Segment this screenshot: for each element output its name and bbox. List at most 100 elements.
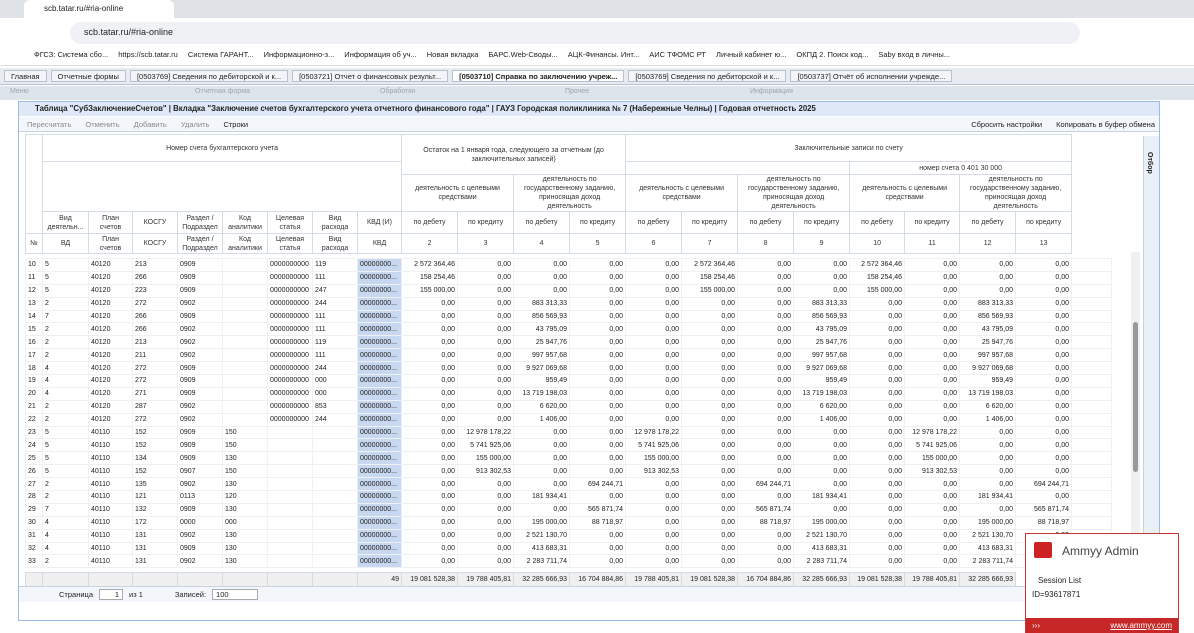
table-row[interactable]: 21 2 40120 287 0902 0000000000 853 00000000... 0… <box>25 399 1112 414</box>
table-cell: 0,00 <box>457 502 514 517</box>
table-cell: 0,00 <box>401 374 458 388</box>
app-tab[interactable]: [0503769] Сведения по дебиторской и к... <box>628 70 787 82</box>
bookmark[interactable]: Saby вход в личны... <box>878 50 950 59</box>
bookmark[interactable]: https://scb.tatar.ru <box>118 50 178 59</box>
bookmark[interactable]: АИС ТФОМС РТ <box>649 50 707 59</box>
table-row[interactable]: 31 4 40110 131 0902 130 00000000... 0,00 0,00 2 5… <box>25 528 1112 543</box>
table-cell: 0,00 <box>904 554 960 569</box>
header-cell: 4 <box>513 233 571 254</box>
header-cell: по дебету <box>737 211 795 234</box>
table-cell: 00000000... <box>357 361 402 376</box>
app-tab[interactable]: [0503710] Справка по заключению учреж... <box>452 70 625 82</box>
table-cell: 4 <box>42 386 89 401</box>
table-row[interactable]: 19 4 40120 272 0909 0000000000 000 00000000... 0… <box>25 374 1112 388</box>
table-row[interactable]: 22 2 40120 272 0902 0000000000 244 00000000... 0… <box>25 412 1112 427</box>
bookmark[interactable]: Информационно-з... <box>263 50 335 59</box>
table-row[interactable]: 17 2 40120 211 0902 0000000000 111 00000000... 0… <box>25 348 1112 363</box>
table-cell: 13 <box>25 296 43 311</box>
table-row[interactable]: 16 2 40120 213 0902 0000000000 119 00000000... 0… <box>25 335 1112 350</box>
table-cell: 0,00 <box>849 541 905 556</box>
table-row[interactable]: 14 7 40120 266 0909 0000000000 111 00000000... 0… <box>25 309 1112 324</box>
table-row[interactable]: 26 5 40110 152 0907 150 00000000... 0,00 913 302… <box>25 464 1112 479</box>
table-cell: 1 406,00 <box>793 412 850 427</box>
bookmark[interactable]: БАРС.Web-Своды... <box>488 50 558 59</box>
table-cell: 0000000000 <box>267 348 313 363</box>
session-list[interactable]: Session List <box>1038 576 1082 585</box>
table-row[interactable]: 20 4 40120 271 0909 0000000000 000 00000000... 0… <box>25 386 1112 401</box>
table-row[interactable]: 12 5 40120 223 0909 0000000000 247 00000000... 1… <box>25 283 1112 298</box>
bookmark[interactable]: АЦК-Финансы. Инт... <box>567 50 640 59</box>
table-cell: 111 <box>312 322 358 337</box>
table-cell: 88 718,97 <box>1015 515 1072 530</box>
bookmark[interactable]: Информация об уч... <box>344 50 417 59</box>
app-tab[interactable]: [0503737] Отчёт об исполнении учрежде... <box>790 70 953 82</box>
app-tab[interactable]: Отчетные формы <box>50 70 126 82</box>
table-cell: 0,00 <box>625 528 682 543</box>
table-row[interactable]: 23 5 40110 152 0909 150 00000000... 0,00 12 978 … <box>25 425 1112 440</box>
table-cell <box>312 502 358 517</box>
table-row[interactable]: 27 2 40110 135 0902 130 00000000... 0,00 0,00 0,0… <box>25 477 1112 492</box>
browser-tab[interactable]: scb.tatar.ru/#ria-online <box>24 0 174 18</box>
bookmark[interactable]: Система ГАРАНТ... <box>187 50 254 59</box>
table-row[interactable]: 11 5 40120 266 0909 0000000000 111 00000000... 1… <box>25 270 1112 285</box>
table-row[interactable]: 33 2 40110 131 0902 130 00000000... 0,00 0,00 2 2… <box>25 554 1112 569</box>
table-cell <box>312 451 358 466</box>
toolbar-button[interactable]: Пересчитать <box>27 120 72 129</box>
menu-item[interactable]: Информация <box>750 88 793 95</box>
table-cell: 959,49 <box>793 374 850 388</box>
table-cell: 40120 <box>88 258 133 272</box>
menu-item[interactable]: Прочее <box>565 88 590 95</box>
address-bar[interactable]: scb.tatar.ru/#ria-online <box>70 22 1080 44</box>
table-cell: 0,00 <box>569 283 626 298</box>
table-cell: 0,00 <box>569 528 626 543</box>
table-row[interactable]: 18 4 40120 272 0909 0000000000 244 00000000... 0… <box>25 361 1112 376</box>
bookmark[interactable]: Новая вкладка <box>426 50 479 59</box>
toolbar-button[interactable]: Добавить <box>133 120 167 129</box>
scroll-thumb[interactable] <box>1133 322 1138 472</box>
header-row: номер счета 0 401 30 000 <box>26 161 1112 212</box>
page-input[interactable]: 1 <box>99 589 123 600</box>
table-cell: 23 <box>25 425 43 440</box>
bookmark[interactable]: ОКПД 2. Поиск код... <box>796 50 869 59</box>
toolbar-button[interactable]: Удалить <box>180 120 210 129</box>
table-row[interactable]: 29 7 40110 132 0909 130 00000000... 0,00 0,00 0,0… <box>25 502 1112 517</box>
table-row[interactable]: 28 2 40110 121 0113 120 00000000... 0,00 0,00 181… <box>25 490 1112 504</box>
toolbar-button[interactable]: Строки <box>223 120 249 129</box>
table-cell: 32 <box>25 541 43 556</box>
menu-item[interactable]: Обработки <box>380 88 416 95</box>
table-cell: 0909 <box>177 502 223 517</box>
table-cell: 0,00 <box>904 322 960 337</box>
table-row[interactable]: 25 5 40110 134 0909 130 00000000... 0,00 155 000… <box>25 451 1112 466</box>
table-row[interactable]: 30 4 40110 172 0000 000 00000000... 0,00 0,00 195… <box>25 515 1112 530</box>
table-cell: 0,00 <box>737 386 794 401</box>
table-row[interactable]: 24 5 40110 152 0909 150 00000000... 0,00 5 741 9… <box>25 438 1112 453</box>
header-row: деятельность с целевыми средствами деятел… <box>26 174 1112 212</box>
side-panel[interactable] <box>1143 136 1159 616</box>
table-cell: 0,00 <box>457 348 514 363</box>
popup-link[interactable]: www.ammyy.com <box>1110 621 1172 630</box>
toolbar-button[interactable]: Отменить <box>85 120 120 129</box>
toolbar-button[interactable]: Сбросить настройки <box>971 120 1043 129</box>
bookmark[interactable]: ФГСЗ: Система сбо... <box>34 50 109 59</box>
menu-item[interactable]: Меню <box>10 88 29 95</box>
menu-item[interactable]: Отчетная форма <box>195 88 250 95</box>
app-tab[interactable]: [0503769] Сведения по дебиторской и к... <box>129 70 289 82</box>
table-row[interactable]: 32 4 40110 131 0909 130 00000000... 0,00 0,00 413… <box>25 541 1112 556</box>
table-row[interactable]: 15 2 40120 266 0902 0000000000 111 00000000... 0… <box>25 322 1112 337</box>
table-cell: 119 <box>312 335 358 350</box>
header-cell: КВД (И) <box>356 211 403 234</box>
table-row[interactable]: 10 5 40120 213 0909 0000000000 119 00000000... 2… <box>25 258 1112 272</box>
records-select[interactable]: 100 <box>212 589 259 600</box>
toolbar-button[interactable]: Копировать в буфер обмена <box>1056 120 1155 129</box>
table-cell: 413 683,31 <box>793 541 850 556</box>
bookmark[interactable]: Личный кабинет ю... <box>716 50 787 59</box>
side-tab[interactable]: Отбор <box>1146 152 1153 174</box>
header-row: Вид деятельн... План счетов КОСГУ Раздел / … <box>26 211 1112 234</box>
app-tab[interactable]: [0503721] Отчет о финансовых результ... <box>292 70 449 82</box>
table-cell: 0,00 <box>457 309 514 324</box>
table-row[interactable]: 13 2 40120 272 0902 0000000000 244 00000000... 0… <box>25 296 1112 311</box>
table-cell <box>312 528 358 543</box>
table-cell: 0,00 <box>569 554 626 569</box>
table-cell <box>222 270 268 285</box>
app-tab[interactable]: Главная <box>4 70 47 82</box>
